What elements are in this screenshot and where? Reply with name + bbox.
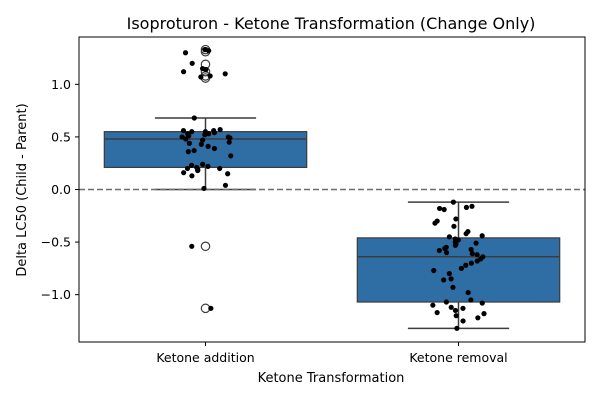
data-point (453, 216, 458, 221)
data-point (202, 132, 207, 137)
data-point (430, 303, 435, 308)
data-point (448, 276, 453, 281)
data-point (447, 234, 452, 239)
outlier-marker (201, 242, 209, 250)
y-tick-label: 0.0 (51, 182, 71, 197)
data-point (449, 305, 454, 310)
data-point (453, 243, 458, 248)
data-point (451, 224, 456, 229)
data-point (186, 149, 191, 154)
data-point (189, 163, 194, 168)
data-point (468, 297, 473, 302)
data-point (212, 130, 217, 135)
data-point (201, 186, 206, 191)
data-point (442, 207, 447, 212)
data-point (459, 266, 464, 271)
data-point (203, 67, 208, 72)
data-point (464, 205, 469, 210)
data-point (460, 318, 465, 323)
data-point (453, 308, 458, 313)
data-point (444, 299, 449, 304)
data-point (475, 252, 480, 257)
data-point (470, 251, 475, 256)
plot-area: 1.0 0.5 0.0 −0.5 −1.0 Ketone addition Ketone r… (41, 37, 585, 365)
data-point (189, 244, 194, 249)
data-point (228, 153, 233, 158)
data-point (223, 71, 228, 76)
data-point (481, 311, 486, 316)
data-point (463, 263, 468, 268)
data-point (199, 142, 204, 147)
data-point (208, 306, 213, 311)
data-point (454, 313, 459, 318)
data-point (437, 206, 442, 211)
data-point (475, 315, 480, 320)
data-point (190, 61, 195, 66)
data-point (212, 146, 217, 151)
y-axis-label: Delta LC50 (Child - Parent) (15, 103, 30, 276)
data-point (217, 166, 222, 171)
data-point (187, 141, 192, 146)
data-point (208, 73, 213, 78)
y-tick-label: 0.5 (51, 129, 71, 144)
data-point (185, 166, 190, 171)
data-point (451, 200, 456, 205)
box-iqr (357, 238, 559, 302)
data-point (227, 140, 232, 145)
data-point (437, 248, 442, 253)
data-point (205, 164, 210, 169)
data-point (200, 162, 205, 167)
data-point (181, 170, 186, 175)
data-point (431, 268, 436, 273)
data-point (206, 48, 211, 53)
data-point (469, 261, 474, 266)
data-point (444, 250, 449, 255)
data-point (441, 277, 446, 282)
data-point (454, 326, 459, 331)
data-point (183, 136, 188, 141)
data-point (181, 69, 186, 74)
data-point (480, 300, 485, 305)
data-point (192, 148, 197, 153)
x-tick-label: Ketone addition (156, 350, 254, 365)
data-point (195, 168, 200, 173)
y-tick-label: 1.0 (51, 77, 71, 92)
x-tick-label: Ketone removal (409, 350, 507, 365)
data-point (469, 204, 474, 209)
data-point (466, 290, 471, 295)
data-point (223, 183, 228, 188)
data-point (198, 74, 203, 79)
data-point (181, 128, 186, 133)
data-point (473, 241, 478, 246)
data-point (460, 306, 465, 311)
data-point (225, 171, 230, 176)
data-point (450, 285, 455, 290)
y-tick-label: −1.0 (41, 287, 71, 302)
data-point (218, 127, 223, 132)
data-point (432, 221, 437, 226)
chart-title: Isoproturon - Ketone Transformation (Cha… (127, 14, 536, 33)
y-tick-label: −0.5 (41, 235, 71, 250)
data-point (480, 233, 485, 238)
data-point (206, 144, 211, 149)
data-point (475, 258, 480, 263)
data-point (435, 310, 440, 315)
data-point (183, 50, 188, 55)
x-axis-label: Ketone Transformation (258, 371, 405, 386)
data-point (192, 115, 197, 120)
data-point (464, 231, 469, 236)
data-point (189, 173, 194, 178)
data-point (447, 271, 452, 276)
